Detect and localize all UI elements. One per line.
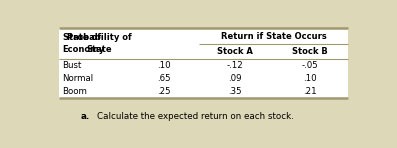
Text: Stock B: Stock B <box>292 47 328 56</box>
Text: .35: .35 <box>228 87 242 96</box>
Text: -.05: -.05 <box>301 61 318 70</box>
Text: Return if State Occurs: Return if State Occurs <box>221 32 326 41</box>
Text: a.: a. <box>80 112 90 121</box>
Text: -.12: -.12 <box>227 61 243 70</box>
Text: .21: .21 <box>303 87 316 96</box>
Text: .10: .10 <box>157 61 170 70</box>
Text: Calculate the expected return on each stock.: Calculate the expected return on each st… <box>97 112 294 121</box>
Text: .09: .09 <box>228 74 242 83</box>
Text: Boom: Boom <box>63 87 87 96</box>
Text: .25: .25 <box>157 87 170 96</box>
Text: Bust: Bust <box>63 61 82 70</box>
Text: Normal: Normal <box>63 74 94 83</box>
Text: Probability of
State: Probability of State <box>67 33 132 54</box>
Bar <box>59 28 348 98</box>
Text: State of
Economy: State of Economy <box>63 33 105 54</box>
Text: .10: .10 <box>303 74 316 83</box>
Text: .65: .65 <box>157 74 170 83</box>
Text: Stock A: Stock A <box>217 47 253 56</box>
